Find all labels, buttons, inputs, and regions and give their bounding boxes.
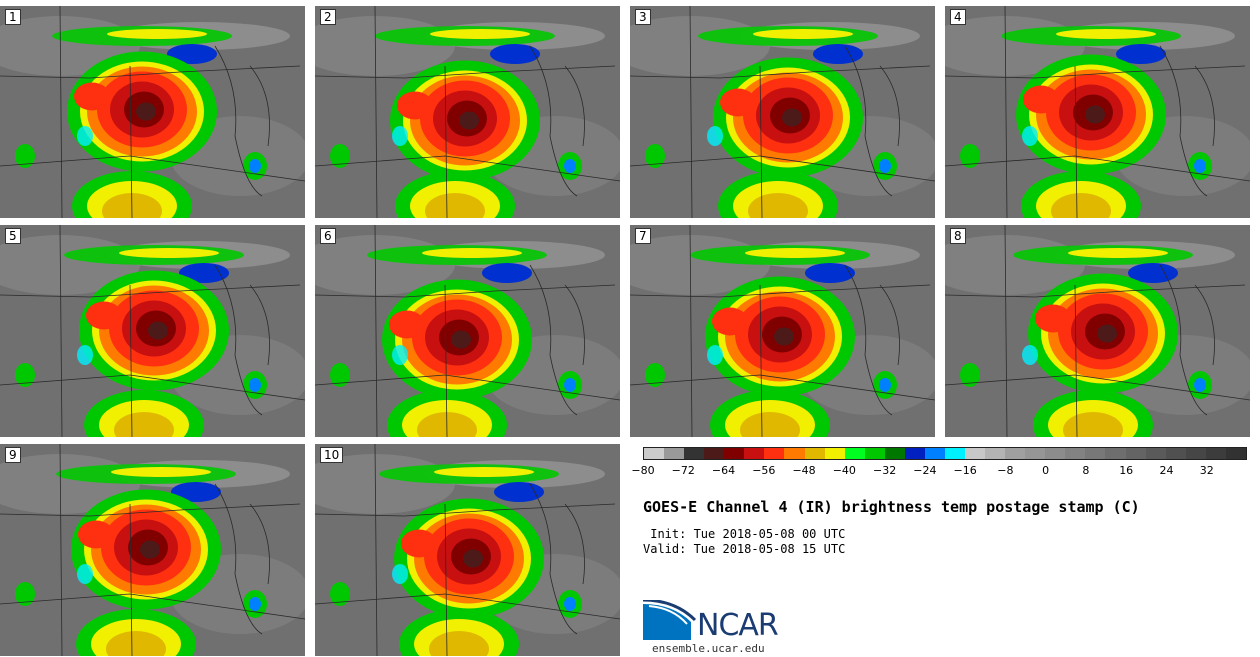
colorbar-tick-label: −72 <box>671 464 695 477</box>
logo-text: NCAR <box>697 608 779 643</box>
colorbar-segment <box>724 448 745 459</box>
colorbar-tick-label: −24 <box>913 464 937 477</box>
stamp-number-label: 7 <box>635 228 651 244</box>
stamp-number-label: 6 <box>320 228 336 244</box>
satellite-ir-map <box>0 6 305 218</box>
stamp-number-label: 3 <box>635 9 651 25</box>
valid-time: Valid: Tue 2018-05-08 15 UTC <box>643 542 846 556</box>
stamp-panel-9: 9 <box>0 444 305 656</box>
colorbar-segment <box>965 448 986 459</box>
colorbar-segment <box>944 448 965 459</box>
stamp-panel-1: 1 <box>0 6 305 218</box>
colorbar-segment <box>804 448 825 459</box>
colorbar-segment <box>864 448 885 459</box>
colorbar-tick-label: −40 <box>832 464 856 477</box>
stamp-panel-5: 5 <box>0 225 305 437</box>
ncar-logo <box>643 600 697 640</box>
colorbar-segment <box>904 448 925 459</box>
colorbar-segment <box>1165 448 1186 459</box>
colorbar-ticks: −80 −72 −64 −56 −48 −40 −32 −24 −16 −8 0 8 16 24 32 <box>631 464 1247 480</box>
satellite-ir-map <box>0 225 305 437</box>
colorbar-tick-label: 0 <box>1042 464 1050 477</box>
colorbar-segment <box>704 448 725 459</box>
colorbar-segment <box>744 448 765 459</box>
stamp-number-label: 5 <box>5 228 21 244</box>
init-time: Init: Tue 2018-05-08 00 UTC <box>643 527 846 541</box>
colorbar-tick-label: 32 <box>1199 464 1214 477</box>
colorbar-tick-label: 8 <box>1082 464 1090 477</box>
colorbar-segment <box>644 448 665 459</box>
stamp-panel-6: 6 <box>315 225 620 437</box>
colorbar-segment <box>1045 448 1066 459</box>
colorbar-tick-label: −48 <box>792 464 816 477</box>
colorbar-segment <box>764 448 785 459</box>
colorbar-segment <box>784 448 805 459</box>
stamp-number-label: 8 <box>950 228 966 244</box>
colorbar-tick-label: −16 <box>953 464 977 477</box>
site-url: ensemble.ucar.edu <box>652 642 765 655</box>
colorbar-tick-label: −80 <box>631 464 655 477</box>
stamp-panel-8: 8 <box>945 225 1250 437</box>
colorbar-tick-label: −56 <box>752 464 776 477</box>
colorbar-segment <box>1005 448 1026 459</box>
colorbar-segment <box>924 448 945 459</box>
colorbar-segment <box>1085 448 1106 459</box>
satellite-ir-map <box>315 444 620 656</box>
stamp-panel-3: 3 <box>630 6 935 218</box>
colorbar-segment <box>684 448 705 459</box>
stamp-panel-7: 7 <box>630 225 935 437</box>
colorbar-segment <box>985 448 1006 459</box>
colorbar-tick-label: −8 <box>997 464 1014 477</box>
satellite-ir-map <box>945 225 1250 437</box>
stamp-panel-10: 10 <box>315 444 620 656</box>
colorbar-tick-label: −64 <box>711 464 736 477</box>
colorbar-tick-label: 24 <box>1159 464 1174 477</box>
figure-title: GOES-E Channel 4 (IR) brightness temp po… <box>643 498 1140 516</box>
colorbar-segment <box>1105 448 1126 459</box>
stamp-number-label: 10 <box>320 447 344 463</box>
colorbar-segment <box>1225 448 1246 459</box>
colorbar-segment <box>1125 448 1146 459</box>
stamp-panel-2: 2 <box>315 6 620 218</box>
colorbar-segment <box>1205 448 1226 459</box>
colorbar-tick-label: 16 <box>1119 464 1134 477</box>
satellite-ir-map <box>945 6 1250 218</box>
stamp-panel-4: 4 <box>945 6 1250 218</box>
colorbar-segment <box>884 448 905 459</box>
colorbar-segment <box>844 448 865 459</box>
colorbar-segment <box>1065 448 1086 459</box>
stamp-number-label: 2 <box>320 9 336 25</box>
satellite-ir-map <box>315 6 620 218</box>
stamp-number-label: 1 <box>5 9 21 25</box>
colorbar-segment <box>1185 448 1206 459</box>
stamp-number-label: 4 <box>950 9 966 25</box>
colorbar-segment <box>664 448 685 459</box>
colorbar <box>643 447 1247 460</box>
satellite-ir-map <box>630 6 935 218</box>
colorbar-segment <box>1145 448 1166 459</box>
satellite-ir-map <box>630 225 935 437</box>
colorbar-tick-label: −32 <box>872 464 897 477</box>
satellite-ir-map <box>0 444 305 656</box>
colorbar-segment <box>824 448 845 459</box>
stamp-number-label: 9 <box>5 447 21 463</box>
colorbar-segment <box>1025 448 1046 459</box>
satellite-ir-map <box>315 225 620 437</box>
